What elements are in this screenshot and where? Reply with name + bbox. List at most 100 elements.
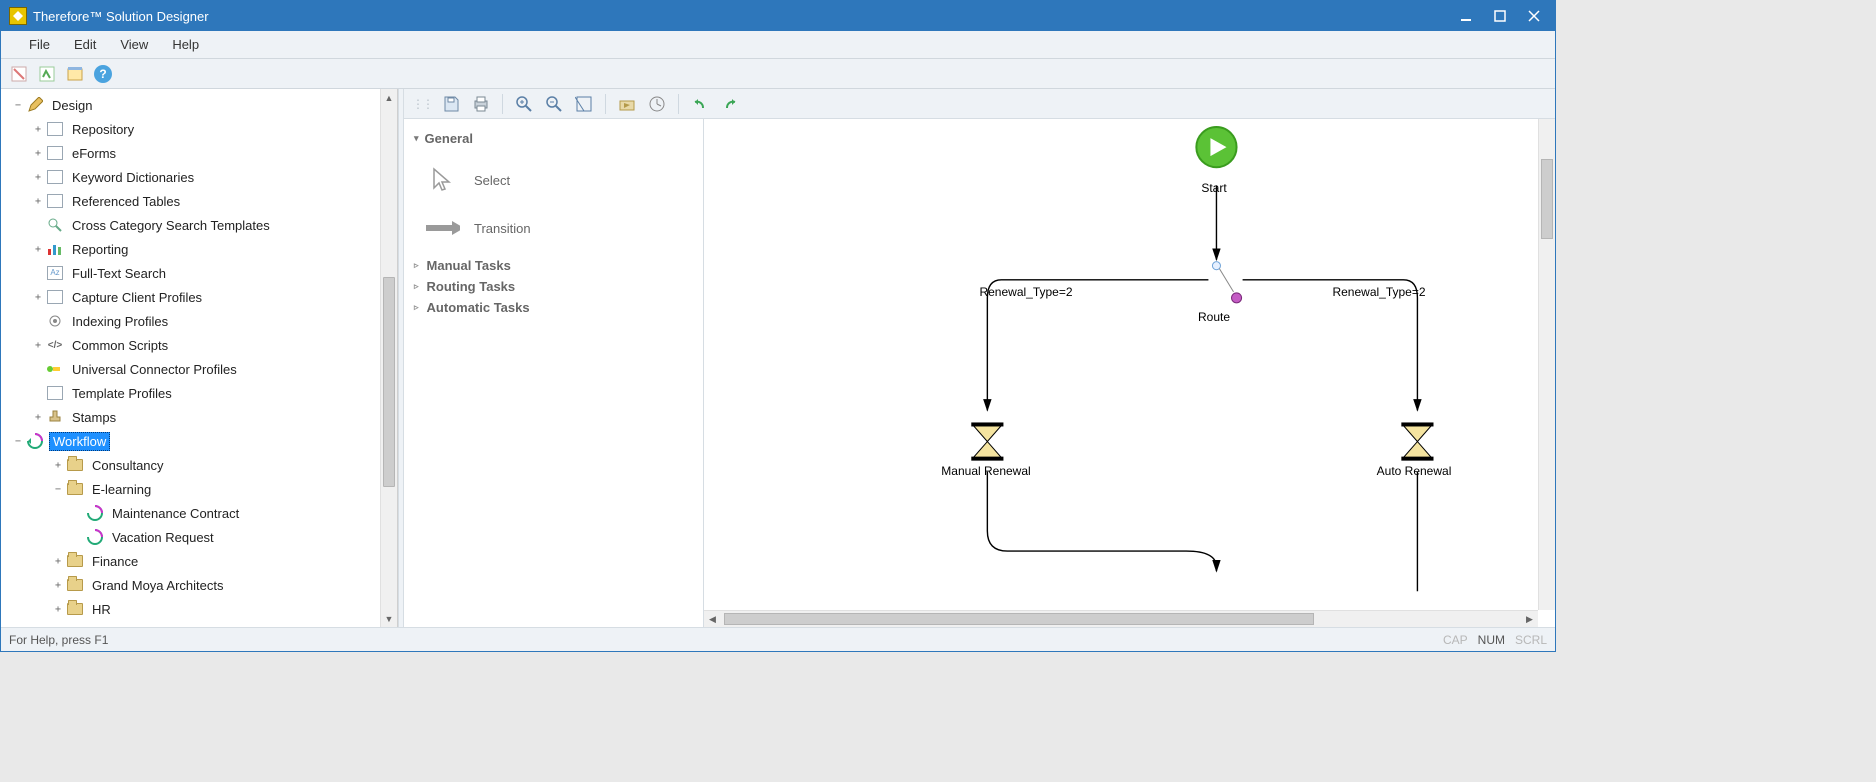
print-button[interactable] — [470, 93, 492, 115]
expander-icon[interactable]: + — [31, 172, 45, 183]
tree-item-workflow[interactable]: − Workflow — [5, 429, 380, 453]
menu-view[interactable]: View — [108, 33, 160, 56]
save-button[interactable] — [440, 93, 462, 115]
redo-button[interactable] — [719, 93, 741, 115]
expander-icon[interactable]: − — [11, 100, 25, 111]
tree-item[interactable]: +</>Common Scripts — [5, 333, 380, 357]
scroll-thumb[interactable] — [383, 277, 395, 487]
workflow-item-icon — [85, 528, 105, 546]
palette-section-general[interactable]: ▾General — [414, 131, 693, 146]
folder-icon — [65, 576, 85, 594]
tree-item[interactable]: Cross Category Search Templates — [5, 213, 380, 237]
palette-section-routing[interactable]: ▹ Routing Tasks — [414, 279, 693, 294]
editor-body: ▾General Select Transition ▹Manual Tasks… — [404, 119, 1555, 627]
tool-icon-3[interactable] — [63, 62, 87, 86]
folder-icon — [65, 552, 85, 570]
tool-icon-1[interactable] — [7, 62, 31, 86]
tree-label: Design — [49, 97, 95, 114]
tree-item[interactable]: Indexing Profiles — [5, 309, 380, 333]
menu-help[interactable]: Help — [160, 33, 211, 56]
tree-item[interactable]: + Finance — [5, 549, 380, 573]
canvas-hscrollbar[interactable]: ◀ ▶ — [704, 610, 1538, 627]
node-icon — [45, 120, 65, 138]
node-icon — [45, 192, 65, 210]
tree-label: Reporting — [69, 241, 131, 258]
palette-tool-select[interactable]: Select — [414, 156, 693, 204]
tree-item[interactable]: +Repository — [5, 117, 380, 141]
expand-icon: ▹ — [414, 281, 419, 292]
zoom-fit-button[interactable] — [573, 93, 595, 115]
tool-icon-2[interactable] — [35, 62, 59, 86]
scroll-right-icon[interactable]: ▶ — [1521, 611, 1538, 627]
title-bar: Therefore™ Solution Designer — [1, 1, 1555, 31]
palette-section-manual[interactable]: ▹Manual Tasks — [414, 258, 693, 273]
palette-section-automatic[interactable]: ▹Automatic Tasks — [414, 300, 693, 315]
scroll-up-icon[interactable]: ▲ — [381, 89, 397, 106]
zoom-in-button[interactable] — [513, 93, 535, 115]
tree-item[interactable]: Vacation Request — [5, 525, 380, 549]
tree-item[interactable]: + Keyword Dictionaries — [5, 165, 380, 189]
node-icon — [45, 168, 65, 186]
palette-tool-transition[interactable]: Transition — [414, 204, 693, 252]
expander-icon[interactable]: − — [11, 436, 25, 447]
editor-area: ⋮⋮ ▾General S — [404, 89, 1555, 627]
expander-icon[interactable]: + — [51, 580, 65, 591]
workflow-canvas[interactable]: Start Route Renewal_Type=2 Renewal_Type=… — [704, 119, 1538, 610]
expander-icon[interactable]: + — [31, 340, 45, 351]
menu-edit[interactable]: Edit — [62, 33, 108, 56]
collapse-icon: ▾ — [414, 133, 419, 144]
tree-item[interactable]: + Grand Moya Architects — [5, 573, 380, 597]
tree-item[interactable]: +Stamps — [5, 405, 380, 429]
expander-icon[interactable]: + — [31, 196, 45, 207]
tree-item[interactable]: +Capture Client Profiles — [5, 285, 380, 309]
tree-item[interactable]: Template Profiles — [5, 381, 380, 405]
navigation-tree[interactable]: − Design +Repository + eForms + Keyword Di… — [1, 89, 380, 627]
help-button[interactable]: ? — [91, 62, 115, 86]
expander-icon[interactable]: + — [31, 244, 45, 255]
schedule-button[interactable] — [646, 93, 668, 115]
expander-icon[interactable]: + — [31, 292, 45, 303]
text-icon: Az — [45, 264, 65, 282]
menu-file[interactable]: File — [17, 33, 62, 56]
scroll-down-icon[interactable]: ▼ — [381, 610, 397, 627]
tree-item[interactable]: + eForms — [5, 141, 380, 165]
expander-icon[interactable]: − — [51, 484, 65, 495]
menu-bar: File Edit View Help — [1, 31, 1555, 59]
tree-item[interactable]: +Referenced Tables — [5, 189, 380, 213]
tree-label: Grand Moya Architects — [89, 577, 227, 594]
scroll-left-icon[interactable]: ◀ — [704, 611, 721, 627]
expander-icon[interactable]: + — [31, 124, 45, 135]
folder-icon — [65, 480, 85, 498]
undo-button[interactable] — [689, 93, 711, 115]
tree-item[interactable]: −E-learning — [5, 477, 380, 501]
tree-item[interactable]: AzFull-Text Search — [5, 261, 380, 285]
expander-icon[interactable]: + — [31, 148, 45, 159]
palette-tool-label: Select — [474, 173, 510, 188]
tree-item[interactable]: + Reporting — [5, 237, 380, 261]
tree-label: HR — [89, 601, 114, 618]
expander-icon[interactable]: + — [51, 604, 65, 615]
tree-item[interactable]: + HR — [5, 597, 380, 621]
tree-scrollbar[interactable]: ▲ ▼ — [380, 89, 397, 627]
tree-label: Keyword Dictionaries — [69, 169, 197, 186]
main-toolbar: ? — [1, 59, 1555, 89]
zoom-out-button[interactable] — [543, 93, 565, 115]
maximize-button[interactable] — [1483, 4, 1517, 28]
expander-icon[interactable]: + — [31, 412, 45, 423]
tree-label: eForms — [69, 145, 119, 162]
tree-label: Finance — [89, 553, 141, 570]
scroll-thumb[interactable] — [724, 613, 1314, 625]
run-button[interactable] — [616, 93, 638, 115]
close-button[interactable] — [1517, 4, 1551, 28]
expander-icon[interactable]: + — [51, 460, 65, 471]
palette-section-label: Routing Tasks — [427, 279, 516, 294]
scroll-thumb[interactable] — [1541, 159, 1553, 239]
tree-item[interactable]: +Consultancy — [5, 453, 380, 477]
canvas-vscrollbar[interactable] — [1538, 119, 1555, 610]
tree-item[interactable]: Universal Connector Profiles — [5, 357, 380, 381]
expander-icon[interactable]: + — [51, 556, 65, 567]
tree-item[interactable]: Maintenance Contract — [5, 501, 380, 525]
minimize-button[interactable] — [1449, 4, 1483, 28]
folder-icon — [65, 456, 85, 474]
tree-root-design[interactable]: − Design — [5, 93, 380, 117]
